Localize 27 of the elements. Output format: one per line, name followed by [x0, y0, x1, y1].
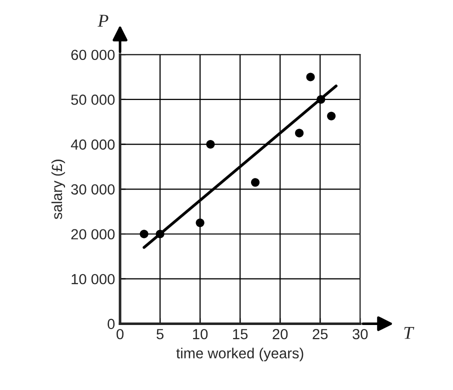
x-tick-label: 25	[312, 328, 328, 340]
y-tick-label: 10 000	[72, 274, 115, 284]
point	[206, 140, 215, 149]
y-tick-label: 50 000	[71, 94, 115, 105]
point	[156, 230, 164, 238]
y-axis-title: salary (£)	[51, 160, 66, 220]
x-tick-label: 10	[193, 328, 208, 340]
x-tick-label: 30	[352, 328, 368, 340]
x-tick-label: 0	[116, 328, 124, 340]
y-tick-label: 30 000	[71, 184, 115, 195]
point	[196, 218, 204, 228]
x-tick-label: 5	[156, 329, 164, 340]
point	[306, 72, 315, 82]
point	[140, 230, 148, 238]
y-tick-label: 20 000	[71, 229, 115, 240]
x-tick-label: 20	[272, 328, 288, 340]
y-tick-label: 0	[108, 318, 115, 330]
point	[316, 95, 326, 104]
point	[327, 112, 336, 120]
text: P	[98, 14, 108, 27]
y-tick-label: 40 000	[70, 139, 115, 150]
y-tick-label: 60 000	[71, 50, 115, 60]
point	[251, 178, 260, 187]
point	[295, 128, 304, 138]
x-tick-label: 15	[233, 329, 248, 340]
x-axis-title: time worked (years)	[176, 348, 304, 362]
text: T	[404, 326, 414, 339]
